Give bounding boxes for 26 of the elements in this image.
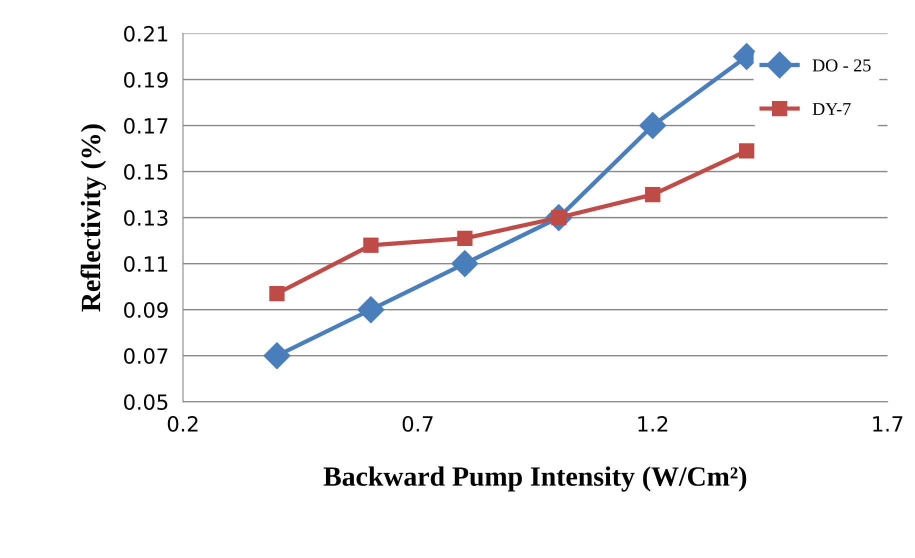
point <box>739 143 754 159</box>
point <box>457 230 472 246</box>
y-axis-title: Reflectivity (%) <box>80 124 106 312</box>
y-tick-label: 0.09 <box>124 302 168 318</box>
y-tick-label: 0.13 <box>124 210 168 226</box>
point <box>363 238 379 253</box>
y-tick-label: 0.19 <box>124 72 168 88</box>
y-tick-label: 0.15 <box>124 164 168 180</box>
y-tick-label: 0.05 <box>124 394 168 410</box>
point <box>263 342 290 370</box>
legend-label: DY-7 <box>812 103 851 115</box>
point <box>357 296 384 324</box>
x-tick-label: 0.2 <box>168 416 198 432</box>
y-tick-label: 0.07 <box>124 348 168 364</box>
y-tick-label: 0.17 <box>124 118 168 134</box>
x-axis-title: Backward Pump Intensity (W/Cm²) <box>324 466 746 492</box>
x-tick-label: 1.7 <box>873 416 902 432</box>
y-tick-label: 0.11 <box>124 256 168 272</box>
point <box>269 286 285 302</box>
legend-label: DO - 25 <box>812 59 871 72</box>
y-tick-label: 0.21 <box>124 26 168 42</box>
point <box>645 186 660 202</box>
x-tick-label: 0.7 <box>402 416 433 432</box>
point <box>451 250 478 278</box>
x-tick-label: 1.2 <box>638 416 668 432</box>
point <box>639 112 666 140</box>
